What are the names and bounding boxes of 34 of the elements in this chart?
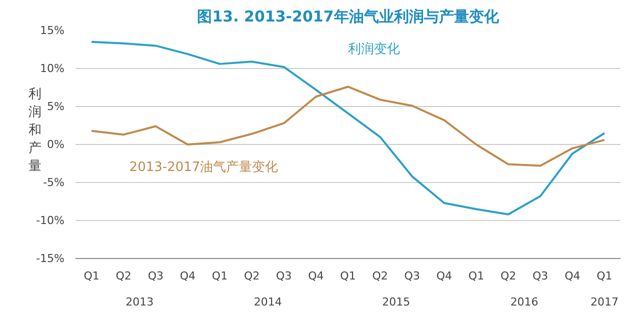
x-tick-label: Q4 [308,270,324,282]
x-tick-label: Q2 [244,270,260,282]
x-tick-label: Q1 [84,270,100,282]
text: 2015 [382,296,410,308]
text: 2016 [510,296,538,308]
x-tick-label: Q2 [372,270,388,282]
chart-title: 图13. 2013-2017年油气业利润与产量变化 [197,8,500,26]
y-tick-label: -5% [43,176,64,189]
x-tick-label: Q4 [436,270,452,282]
x-tick-label: Q1 [340,270,356,282]
x-tick-label: Q4 [564,270,580,282]
text: 2014 [254,296,282,308]
series-label: 2013-2017油气产量变化 [129,160,278,175]
y-tick-label: 0% [47,138,64,151]
text: 2013 [126,296,154,308]
x-tick-label: Q3 [276,270,292,282]
y-tick-label: -10% [36,214,65,227]
line-series [90,40,606,216]
x-tick-label: Q2 [116,270,132,282]
y-tick-label: 5% [47,100,64,113]
x-tick-label: Q3 [404,270,420,282]
y-tick-label: 15% [40,24,65,37]
x-tick-label: Q3 [148,270,164,282]
x-tick-label: Q3 [532,270,548,282]
x-tick-label: Q1 [212,270,228,282]
x-tick-label: Q1 [468,270,484,282]
text: 2017 [590,296,618,308]
x-tick-label: Q1 [596,270,612,282]
y-axis-title: 利润和产量 [28,87,42,174]
text: 利润变化 [348,42,400,58]
x-tick-label: Q2 [500,270,516,282]
y-tick-label: -15% [36,252,65,265]
x-tick-label: Q4 [180,270,196,282]
y-tick-label: 10% [40,62,65,75]
